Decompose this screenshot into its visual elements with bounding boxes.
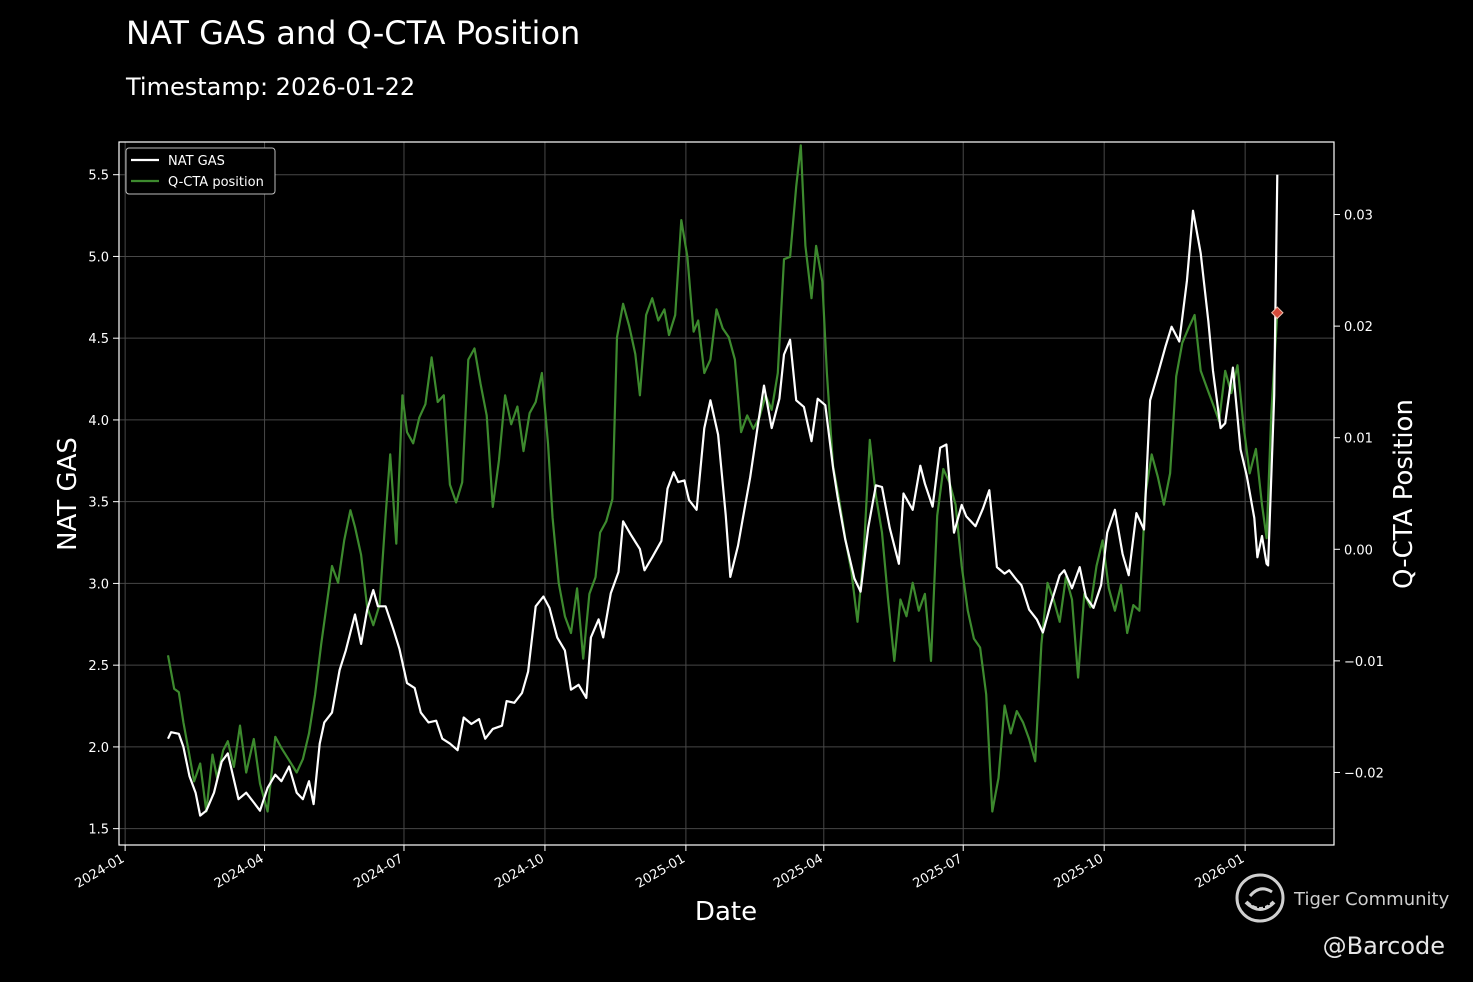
x-tick-label: 2024-10 xyxy=(492,851,547,891)
y-axis-label-left: NAT GAS xyxy=(53,437,83,551)
y-tick-label-right: −0.01 xyxy=(1344,655,1384,670)
x-tick-label: 2025-04 xyxy=(771,851,826,891)
y-tick-label-right: 0.03 xyxy=(1344,209,1373,224)
legend: NAT GAS Q-CTA position xyxy=(125,147,276,195)
series-line-natgas xyxy=(167,174,1279,817)
legend-box xyxy=(125,147,276,195)
y-tick-label-right: −0.02 xyxy=(1344,766,1384,781)
grid xyxy=(119,142,1334,845)
x-tick-label: 2025-10 xyxy=(1052,851,1107,891)
watermark-handle: @Barcode xyxy=(1322,932,1445,960)
y-tick-label-left: 1.5 xyxy=(88,823,109,838)
legend-label-natgas: NAT GAS xyxy=(168,154,225,169)
x-tick-label: 2025-01 xyxy=(633,851,688,891)
x-tick-label: 2024-04 xyxy=(212,851,267,891)
y-tick-label-left: 2.5 xyxy=(88,659,109,674)
y-tick-label-left: 3.0 xyxy=(88,577,109,592)
watermark-brand-text: Tiger Community xyxy=(1294,889,1450,910)
y-tick-label-right: 0.00 xyxy=(1344,543,1373,558)
y-tick-label-left: 3.5 xyxy=(88,496,109,511)
y-tick-label-left: 4.5 xyxy=(88,332,109,347)
y-tick-label-right: 0.01 xyxy=(1344,432,1373,447)
x-axis-label: Date xyxy=(695,897,757,927)
last-value-marker xyxy=(1270,306,1284,320)
chart-subtitle: Timestamp: 2026-01-22 xyxy=(126,73,416,101)
y-tick-label-left: 4.0 xyxy=(88,414,109,429)
plot-frame xyxy=(118,141,1335,846)
watermark-brand: Tiger Community xyxy=(1234,872,1464,928)
y-tick-label-left: 5.5 xyxy=(88,169,109,184)
x-tick-label: 2024-07 xyxy=(351,851,406,891)
y-tick-label-left: 5.0 xyxy=(88,250,109,265)
y-tick-label-left: 2.0 xyxy=(88,741,109,756)
series-line-qcta xyxy=(166,144,1279,813)
x-tick-label: 2025-07 xyxy=(911,851,966,891)
x-tick-label: 2024-01 xyxy=(73,851,128,891)
tiger-logo-icon xyxy=(1235,873,1285,923)
y-tick-label-right: 0.02 xyxy=(1344,320,1373,335)
y-axis-label-right: Q-CTA Position xyxy=(1389,399,1419,589)
chart-title: NAT GAS and Q-CTA Position xyxy=(126,14,581,52)
legend-label-qcta: Q-CTA position xyxy=(168,175,264,190)
